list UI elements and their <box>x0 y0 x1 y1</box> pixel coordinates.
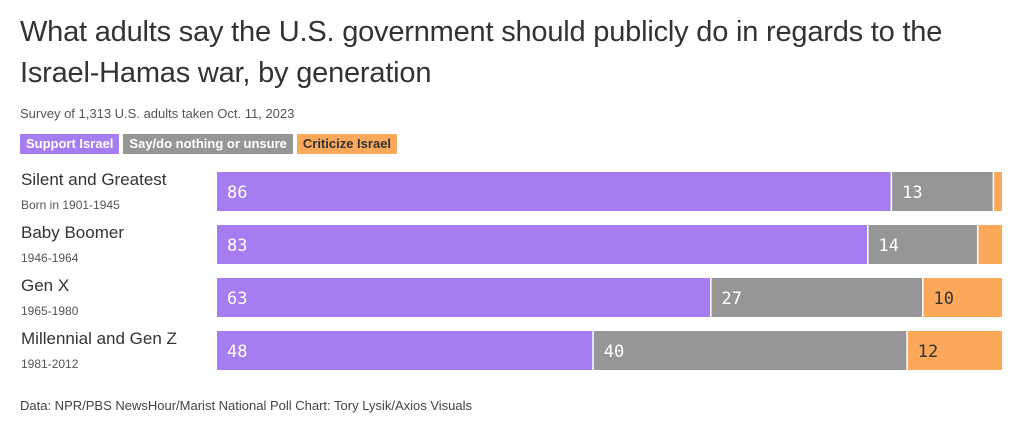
category-sublabel-baby-boomer: 1946-1964 <box>21 251 79 265</box>
bar-criticize-israel-millennial-and-gen-z <box>907 331 1002 370</box>
chart-title: What adults say the U.S. government shou… <box>20 16 943 89</box>
value-label-criticize-israel-millennial-and-gen-z: 12 <box>918 342 938 362</box>
legend: Support Israel Say/do nothing or unsure … <box>20 134 398 154</box>
value-label-support-israel-gen-x: 63 <box>227 289 247 309</box>
chart-subtitle: Survey of 1,313 U.S. adults taken Oct. 1… <box>20 106 295 121</box>
value-label-say-do-nothing-or-unsure-millennial-and-gen-z: 40 <box>604 342 624 362</box>
bar-say-do-nothing-or-unsure-millennial-and-gen-z <box>593 331 907 370</box>
legend-criticize-israel: Criticize Israel <box>296 134 398 154</box>
bar-say-do-nothing-or-unsure-gen-x <box>711 278 922 317</box>
bar-say-do-nothing-or-unsure-baby-boomer <box>868 225 977 264</box>
bar-support-israel-silent-and-greatest <box>217 172 891 211</box>
category-label-silent-and-greatest: Silent and Greatest <box>21 170 167 189</box>
bar-support-israel-baby-boomer <box>217 225 868 264</box>
category-label-millennial-and-gen-z: Millennial and Gen Z <box>21 329 177 348</box>
category-label-baby-boomer: Baby Boomer <box>21 223 124 242</box>
bar-criticize-israel-gen-x <box>923 278 1002 317</box>
category-sublabel-gen-x: 1965-1980 <box>21 304 79 318</box>
value-label-support-israel-baby-boomer: 83 <box>227 236 247 256</box>
category-sublabel-silent-and-greatest: Born in 1901-1945 <box>21 198 120 212</box>
bar-criticize-israel-baby-boomer <box>978 225 1002 264</box>
value-label-support-israel-silent-and-greatest: 86 <box>227 183 247 203</box>
bar-criticize-israel-silent-and-greatest <box>994 172 1002 211</box>
legend-say-do-nothing: Say/do nothing or unsure <box>123 134 293 154</box>
chart-source: Data: NPR/PBS NewsHour/Marist National P… <box>20 398 473 413</box>
value-label-support-israel-millennial-and-gen-z: 48 <box>227 342 247 362</box>
value-label-say-do-nothing-or-unsure-gen-x: 27 <box>722 289 742 309</box>
bar-support-israel-gen-x <box>217 278 711 317</box>
category-label-gen-x: Gen X <box>21 276 69 295</box>
category-sublabel-millennial-and-gen-z: 1981-2012 <box>21 357 79 371</box>
value-label-criticize-israel-gen-x: 10 <box>934 289 954 309</box>
bar-say-do-nothing-or-unsure-silent-and-greatest <box>892 172 993 211</box>
legend-support-israel: Support Israel <box>20 134 120 154</box>
bar-support-israel-millennial-and-gen-z <box>217 331 593 370</box>
value-label-say-do-nothing-or-unsure-baby-boomer: 14 <box>879 236 899 256</box>
value-label-say-do-nothing-or-unsure-silent-and-greatest: 13 <box>902 183 922 203</box>
